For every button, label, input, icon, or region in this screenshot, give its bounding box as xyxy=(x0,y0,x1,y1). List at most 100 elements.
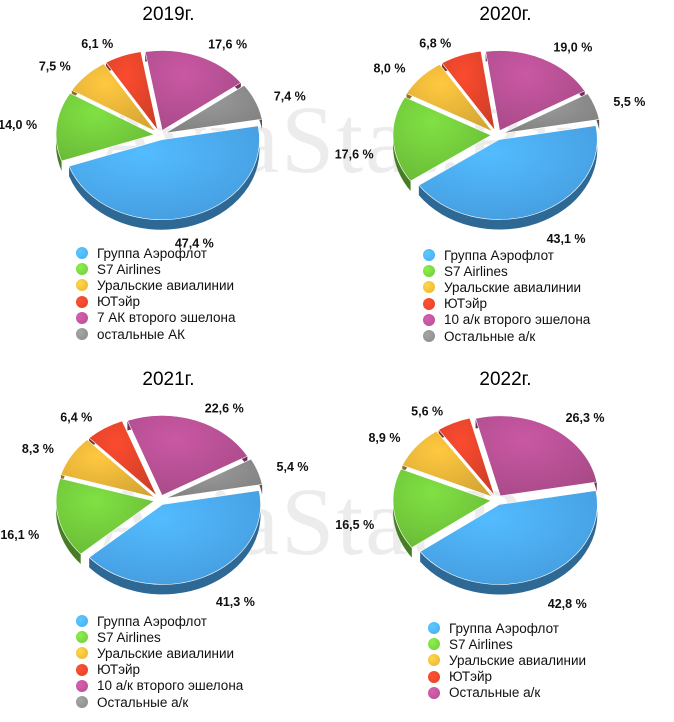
pie-slice-side xyxy=(393,468,412,558)
legend-swatch xyxy=(76,328,88,341)
legend-swatch xyxy=(423,330,435,343)
data-label: 8,3 % xyxy=(22,442,54,456)
legend-swatch xyxy=(428,638,440,651)
legend-label: S7 Airlines xyxy=(449,636,513,652)
legend-item: Уральские авиалинии xyxy=(76,277,235,293)
data-label: 6,1 % xyxy=(81,37,113,51)
legend-item: Остальные а/к xyxy=(423,328,590,344)
pie-slice xyxy=(60,439,156,498)
legend-item: ЮТэйр xyxy=(76,294,235,310)
legend-label: Уральские авиалинии xyxy=(97,277,235,293)
legend-swatch xyxy=(423,281,435,294)
chart-2019: 2019г. 47,4 % 14,0 % 7,5 % 6,1 % 17,6 % 7,4 %… xyxy=(0,0,337,357)
legend-item: Группа Аэрофлот xyxy=(428,620,586,636)
pie-slice xyxy=(392,468,492,549)
legend-item: 10 а/к второго эшелона xyxy=(76,678,243,694)
legend-label: Уральские авиалинии xyxy=(97,645,235,661)
legend-item: S7 Airlines xyxy=(428,636,586,652)
legend-swatch xyxy=(76,631,88,644)
data-label: 43,1 % xyxy=(547,232,586,246)
legend-swatch xyxy=(76,311,88,324)
pie-chart: 41,3 % 16,1 % 8,3 % 6,4 % 22,6 % 5,4 % xyxy=(0,401,309,609)
legend-swatch xyxy=(76,679,88,692)
data-label: 7,4 % xyxy=(274,89,306,103)
legend-swatch xyxy=(428,686,440,699)
chart-title: 2019г. xyxy=(142,4,195,25)
data-label: 6,8 % xyxy=(419,37,451,51)
legend-swatch xyxy=(423,297,435,310)
legend-swatch xyxy=(423,265,435,278)
legend: Группа Аэрофлот S7 Airlines Уральские авиа… xyxy=(428,620,586,701)
legend-swatch xyxy=(76,696,88,709)
legend-item: S7 Airlines xyxy=(76,629,243,645)
pie-slice xyxy=(441,50,496,131)
data-label: 42,8 % xyxy=(548,597,587,611)
data-label: 7,5 % xyxy=(39,60,71,74)
legend: Группа Аэрофлот S7 Airlines Уральские авиа… xyxy=(423,247,590,344)
legend-label: Группа Аэрофлот xyxy=(444,247,554,263)
data-label: 19,0 % xyxy=(553,40,592,54)
legend-item: Остальные а/к xyxy=(76,694,243,710)
data-label: 17,6 % xyxy=(335,147,374,161)
legend-label: S7 Airlines xyxy=(444,263,508,279)
legend-label: Остальные а/к xyxy=(97,694,189,710)
legend-label: Группа Аэрофлот xyxy=(97,245,207,261)
data-label: 47,4 % xyxy=(175,236,214,250)
legend-label: 7 АК второго эшелона xyxy=(97,310,236,326)
legend-label: 10 а/к второго эшелона xyxy=(444,312,591,328)
legend-item: ЮТэйр xyxy=(423,296,590,312)
legend-item: Уральские авиалинии xyxy=(423,279,590,295)
pie-slice xyxy=(88,420,158,497)
legend-swatch xyxy=(423,249,435,262)
pie-slice xyxy=(105,51,159,131)
data-label: 5,4 % xyxy=(277,460,309,474)
legend-item: Группа Аэрофлот xyxy=(76,245,235,261)
legend-item: остальные АК xyxy=(76,326,235,342)
pie-slice xyxy=(55,92,155,162)
pie-chart: 43,1 % 17,6 % 8,0 % 6,8 % 19,0 % 5,5 % xyxy=(335,37,646,247)
legend-label: Группа Аэрофлот xyxy=(97,613,207,629)
data-label: 8,0 % xyxy=(373,62,405,76)
data-label: 16,1 % xyxy=(0,528,39,542)
chart-title: 2020г. xyxy=(479,4,532,25)
data-label: 5,6 % xyxy=(411,404,443,418)
legend-item: Группа Аэрофлот xyxy=(76,613,243,629)
data-label: 6,4 % xyxy=(60,410,92,424)
legend-label: 10 а/к второго эшелона xyxy=(97,678,244,694)
pie-slice xyxy=(144,50,242,131)
pie-slice xyxy=(485,50,586,132)
legend-label: остальные АК xyxy=(97,326,185,342)
legend-item: Остальные а/к xyxy=(428,685,586,701)
pie-chart: 47,4 % 14,0 % 7,5 % 6,1 % 17,6 % 7,4 % xyxy=(0,37,306,251)
pie-slice xyxy=(418,125,598,220)
pie-slice xyxy=(126,415,248,496)
legend: Группа Аэрофлот S7 Airlines Уральские авиа… xyxy=(76,245,235,342)
data-label: 41,3 % xyxy=(216,595,255,609)
legend-item: Уральские авиалинии xyxy=(76,645,243,661)
data-label: 26,3 % xyxy=(566,411,605,425)
legend-swatch xyxy=(76,615,88,628)
chart-2022: 2022г. 42,8 % 16,5 % 8,9 % 5,6 % 26,3 % Груп… xyxy=(335,365,674,722)
legend-swatch xyxy=(76,295,88,308)
legend-swatch xyxy=(76,263,88,276)
chart-2021: 2021г. 41,3 % 16,1 % 8,3 % 6,4 % 22,6 % 5,4 %… xyxy=(0,365,337,722)
pie-slice xyxy=(88,490,261,585)
legend-label: Остальные а/к xyxy=(444,328,536,344)
pie-slice xyxy=(68,125,260,221)
legend-item: ЮТэйр xyxy=(76,662,243,678)
legend-swatch xyxy=(76,279,88,292)
legend-swatch xyxy=(428,670,440,683)
legend-item: S7 Airlines xyxy=(76,261,235,277)
pie-slice xyxy=(165,458,263,499)
pie-slice xyxy=(419,490,598,585)
data-label: 22,6 % xyxy=(205,401,244,415)
legend-item: 7 АК второго эшелона xyxy=(76,310,235,326)
legend-swatch xyxy=(76,247,88,260)
chart-title: 2021г. xyxy=(142,369,195,390)
legend-label: S7 Airlines xyxy=(97,629,161,645)
chart-2020: 2020г. 43,1 % 17,6 % 8,0 % 6,8 % 19,0 % 5,5 %… xyxy=(335,0,674,357)
legend-label: Остальные а/к xyxy=(449,685,541,701)
legend-item: S7 Airlines xyxy=(423,263,590,279)
data-label: 8,9 % xyxy=(368,431,400,445)
legend-label: S7 Airlines xyxy=(97,261,161,277)
